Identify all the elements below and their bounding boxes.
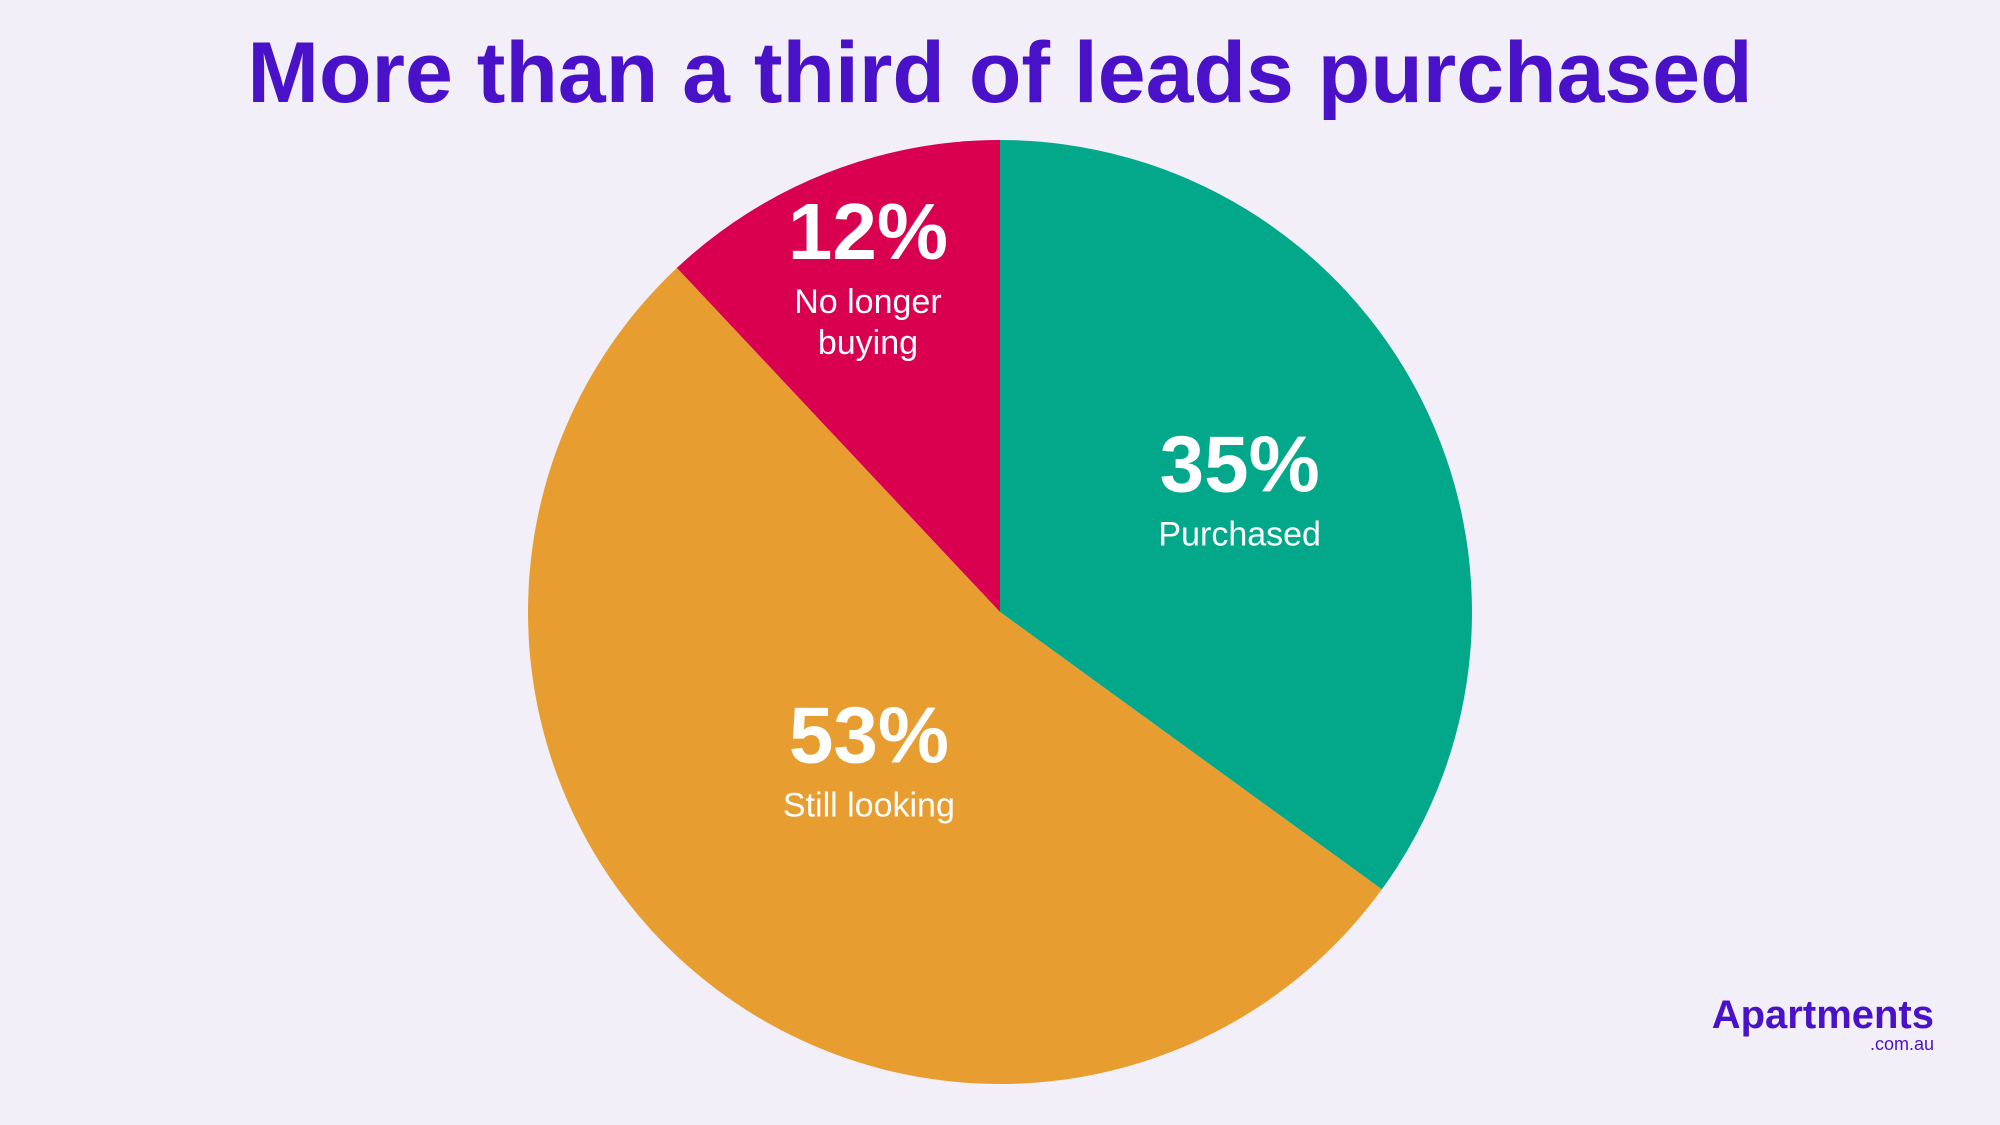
pie-slice [528,267,1382,1084]
category-label: Still looking [782,786,955,825]
pie-slice [676,140,1000,612]
value-label: 35% [1159,419,1320,509]
category-label: Purchased [1158,515,1321,554]
slice-label: 12% No longer buying [748,187,988,365]
chart-title: More than a third of leads purchased [247,25,1753,121]
category-label: No longer buying [794,283,942,363]
logo-domain: .com.au [1869,1034,1934,1054]
value-label: 12% [787,187,948,277]
slice-label: 35% Purchased [1120,424,1360,555]
logo: Apartments .com.au [1712,995,1934,1053]
logo-name: Apartments [1711,993,1934,1037]
pie-slice [1000,140,1473,890]
slice-label: 53% Still looking [749,695,989,826]
value-label: 53% [788,690,949,780]
